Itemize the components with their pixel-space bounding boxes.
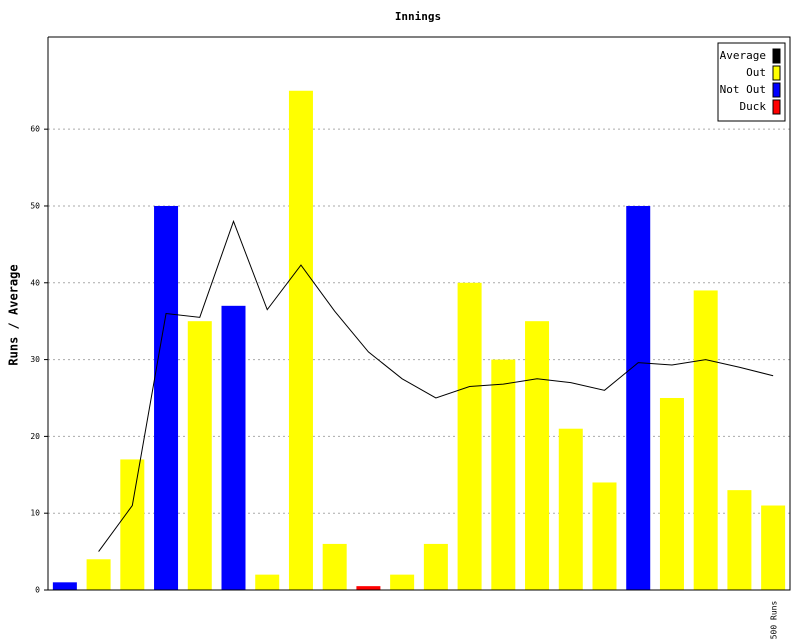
bar (322, 543, 347, 590)
y-axis-label: Runs / Average (7, 264, 21, 365)
bar (558, 428, 583, 590)
bar (761, 505, 786, 590)
legend-label: Average (720, 49, 766, 62)
bar (659, 397, 684, 590)
bar (693, 290, 718, 590)
y-tick-label: 50 (30, 201, 40, 210)
bar (288, 90, 313, 590)
legend-swatch (772, 65, 781, 81)
bar (626, 205, 651, 590)
y-tick-label: 30 (30, 355, 40, 364)
bar (187, 321, 212, 590)
legend-swatch (772, 82, 781, 98)
bar (86, 559, 111, 590)
average-line (98, 219, 774, 552)
bar (52, 582, 77, 590)
y-tick-label: 0 (35, 586, 40, 595)
legend-swatch (772, 48, 781, 64)
bar (457, 282, 482, 590)
axes (47, 36, 791, 591)
bar (727, 490, 752, 590)
bar (390, 574, 415, 590)
bar (491, 359, 516, 590)
legend-label: Out (746, 66, 766, 79)
y-tick-label: 20 (30, 432, 40, 441)
y-tick-label: 40 (30, 278, 40, 287)
y-tick-label: 60 (30, 125, 40, 134)
bar (423, 543, 448, 590)
y-tick-label: 10 (30, 509, 40, 518)
bar (120, 459, 145, 590)
bar (255, 574, 280, 590)
bar (592, 482, 617, 590)
legend-swatch (772, 99, 781, 115)
bar (154, 205, 179, 590)
legend-label: Not Out (720, 83, 766, 96)
chart-title: Innings (395, 10, 441, 23)
bar (525, 321, 550, 590)
bar (221, 305, 246, 590)
legend-label: Duck (740, 100, 767, 113)
x-axis-label: 500 Runs (770, 601, 779, 640)
bar (356, 586, 381, 590)
